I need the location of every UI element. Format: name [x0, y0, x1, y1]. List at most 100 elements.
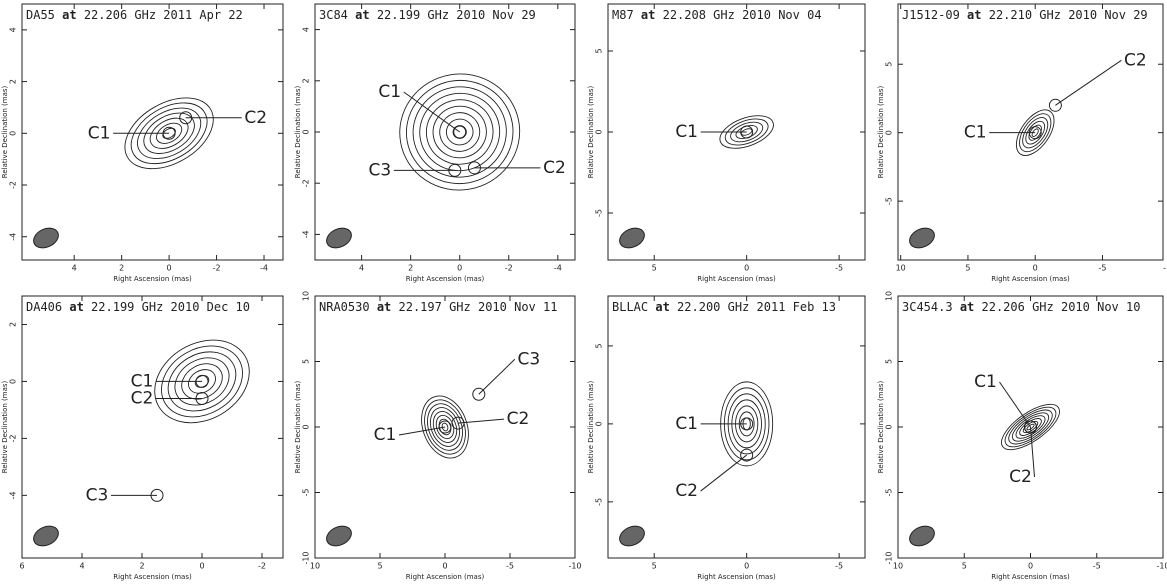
x-tick-label: 0	[1033, 264, 1038, 273]
x-tick-label: -5	[1098, 264, 1106, 273]
x-tick-label: 5	[377, 562, 382, 571]
x-axis-label: Right Ascension (mas)	[697, 573, 776, 581]
y-tick-label: -4	[302, 230, 311, 238]
x-tick-label: 0	[457, 264, 462, 273]
y-tick-label: -4	[9, 491, 18, 499]
title-part: 22.197 GHz 2010 Nov 11	[399, 300, 558, 314]
x-tick-label: 10	[893, 562, 903, 571]
x-tick-label: 4	[72, 264, 77, 273]
component-label: C3	[368, 160, 391, 180]
y-tick-label: 2	[9, 322, 18, 327]
y-tick-label: -4	[9, 233, 18, 241]
x-tick-label: 4	[359, 264, 364, 273]
x-tick-label: -10	[1163, 264, 1167, 273]
x-tick-label: 0	[744, 562, 749, 571]
beam	[616, 224, 647, 251]
y-tick-label: -2	[302, 179, 311, 187]
component-label: C1	[88, 123, 111, 143]
x-axis-label: Right Ascension (mas)	[113, 275, 192, 283]
y-axis-label: Relative Declination (mas)	[587, 85, 595, 178]
title-part: 3C454.3	[902, 300, 953, 314]
y-tick-label: 0	[302, 129, 311, 134]
title-part: at	[641, 8, 655, 22]
x-tick-label: 0	[744, 264, 749, 273]
component-label: C2	[131, 389, 154, 409]
title-part: at	[960, 300, 974, 314]
y-tick-label: 10	[885, 291, 894, 301]
x-axis-label: Right Ascension (mas)	[697, 275, 776, 283]
y-tick-label: 0	[302, 424, 311, 429]
panel: 1050-5-10-10-50510Right Ascension (mas)R…	[877, 291, 1167, 581]
x-tick-label: -4	[260, 264, 268, 273]
x-tick-label: 10	[310, 562, 320, 571]
title-part: at	[62, 8, 76, 22]
y-tick-label: -5	[885, 489, 894, 497]
beam	[323, 224, 354, 251]
y-axis-label: Relative Declination (mas)	[294, 85, 302, 178]
title-part: at	[69, 300, 83, 314]
y-axis-label: Relative Declination (mas)	[587, 380, 595, 473]
beam	[616, 522, 647, 549]
panel-title: DA55 at 22.206 GHz 2011 Apr 22	[26, 8, 243, 22]
title-part: BLLAC	[612, 300, 648, 314]
title-part: NRA0530	[319, 300, 370, 314]
x-axis-label: Right Ascension (mas)	[991, 573, 1070, 581]
leader-line	[404, 92, 460, 132]
panel-title: 3C454.3 at 22.206 GHz 2010 Nov 10	[902, 300, 1140, 314]
title-part: 22.199 GHz 2010 Nov 29	[377, 8, 536, 22]
x-axis-label: Right Ascension (mas)	[406, 573, 485, 581]
component-label: C2	[543, 158, 566, 178]
component-label: C1	[378, 82, 401, 102]
title-part: 22.199 GHz 2010 Dec 10	[91, 300, 250, 314]
component-label: C2	[507, 409, 530, 429]
title-part: 22.200 GHz 2011 Feb 13	[677, 300, 836, 314]
y-tick-label: 0	[595, 421, 604, 426]
y-tick-label: 0	[9, 131, 18, 136]
x-tick-label: -10	[568, 562, 581, 571]
title-part: at	[655, 300, 669, 314]
component-label: C1	[374, 425, 397, 445]
x-tick-label: 0	[1028, 562, 1033, 571]
y-tick-label: 4	[9, 27, 18, 32]
component-label: C3	[86, 485, 109, 505]
x-axis-label: Right Ascension (mas)	[113, 573, 192, 581]
panel-title: NRA0530 at 22.197 GHz 2010 Nov 11	[319, 300, 557, 314]
y-tick-label: 5	[885, 359, 894, 364]
y-axis-label: Relative Declination (mas)	[877, 380, 885, 473]
title-part: 3C84	[319, 8, 348, 22]
component-label: C3	[517, 349, 540, 369]
x-tick-label: 0	[167, 264, 172, 273]
title-part: M87	[612, 8, 634, 22]
title-part: at	[967, 8, 981, 22]
x-tick-label: 5	[652, 264, 657, 273]
y-tick-label: -10	[885, 551, 894, 564]
component-label: C2	[244, 108, 267, 128]
y-tick-label: 0	[9, 379, 18, 384]
y-tick-label: 2	[302, 78, 311, 83]
beam	[323, 522, 354, 549]
y-tick-label: 5	[302, 359, 311, 364]
y-tick-label: -5	[595, 498, 604, 506]
title-part: at	[377, 300, 391, 314]
x-tick-label: 5	[962, 562, 967, 571]
x-axis-label: Right Ascension (mas)	[406, 275, 485, 283]
y-tick-label: -2	[9, 181, 18, 189]
title-part: 22.206 GHz 2010 Nov 10	[982, 300, 1141, 314]
x-tick-label: -5	[835, 562, 843, 571]
y-axis-label: Relative Declination (mas)	[1, 380, 9, 473]
y-tick-label: 0	[885, 130, 894, 135]
title-part: DA55	[26, 8, 55, 22]
beam	[906, 522, 937, 549]
leader-line	[458, 419, 504, 423]
beam	[30, 522, 61, 549]
title-part: J1512-09	[902, 8, 960, 22]
plot-frame	[608, 296, 865, 558]
y-tick-label: -10	[302, 551, 311, 564]
x-tick-label: 2	[119, 264, 124, 273]
y-tick-label: 0	[885, 424, 894, 429]
panel-title: BLLAC at 22.200 GHz 2011 Feb 13	[612, 300, 836, 314]
y-tick-label: -5	[885, 197, 894, 205]
component-label: C1	[964, 123, 987, 143]
x-tick-label: -2	[213, 264, 221, 273]
